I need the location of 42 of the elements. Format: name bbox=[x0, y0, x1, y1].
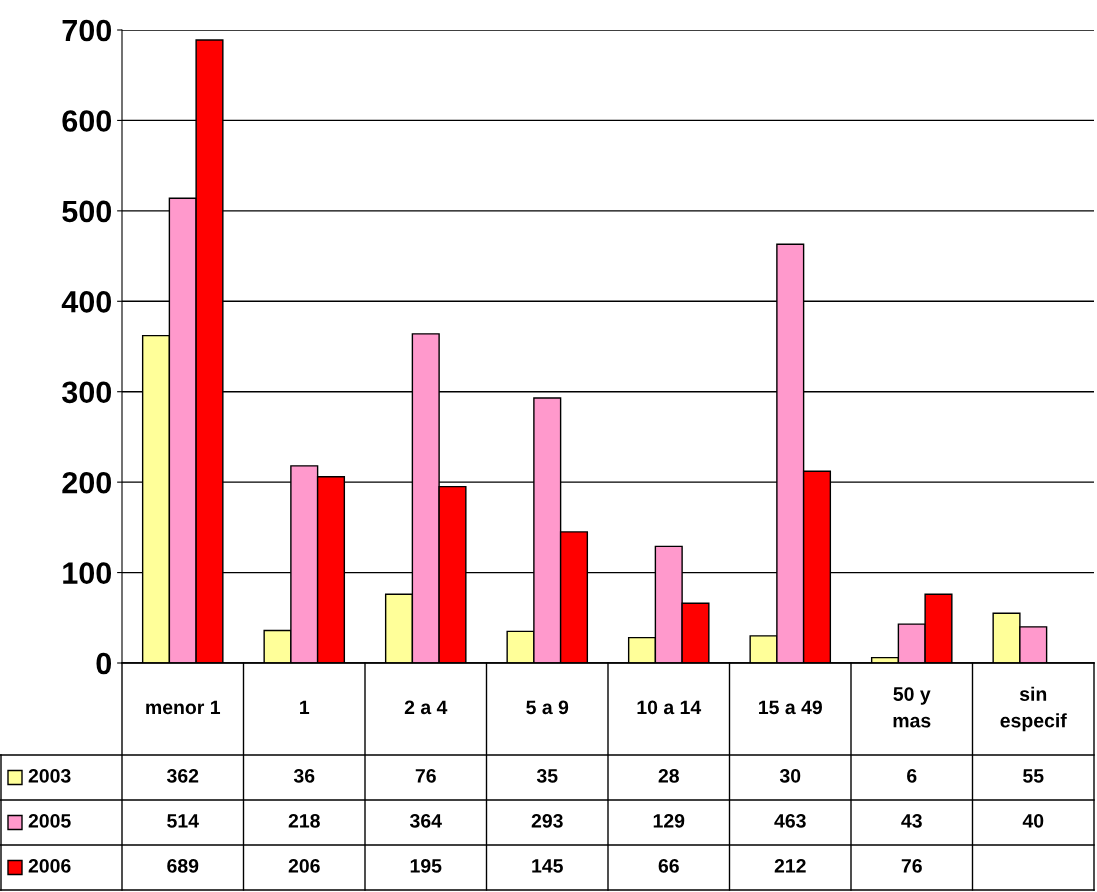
data-label: 195 bbox=[410, 858, 442, 873]
data-label: 35 bbox=[536, 768, 558, 783]
x-tick-label: 2 a 4 bbox=[404, 700, 448, 715]
data-label: 66 bbox=[658, 858, 679, 873]
data-label: 364 bbox=[409, 813, 442, 828]
data-label: 76 bbox=[415, 768, 436, 783]
legend-label: 2006 bbox=[28, 858, 71, 873]
x-tick-label: 1 bbox=[300, 700, 310, 715]
data-label: 55 bbox=[1023, 769, 1044, 783]
data-label: 206 bbox=[288, 858, 320, 873]
x-tick-label: 15 a 49 bbox=[759, 700, 822, 715]
x-tick-label: 5 a 9 bbox=[526, 700, 569, 715]
data-label: 129 bbox=[653, 813, 685, 828]
data-label: 28 bbox=[658, 768, 679, 783]
data-label: 6 bbox=[907, 768, 917, 783]
legend-label: 2003 bbox=[28, 768, 71, 783]
data-label: 76 bbox=[901, 858, 922, 873]
y-tick-label: 600 bbox=[62, 110, 112, 132]
y-tick-label: 700 bbox=[62, 19, 112, 42]
data-label: 463 bbox=[774, 813, 806, 828]
data-label: 36 bbox=[293, 768, 315, 783]
data-label: 293 bbox=[531, 813, 563, 828]
data-label: 43 bbox=[901, 813, 922, 828]
data-label: 689 bbox=[167, 858, 199, 873]
data-label: 514 bbox=[167, 814, 199, 828]
data-label: 212 bbox=[774, 858, 806, 873]
data-label: 145 bbox=[532, 859, 563, 873]
data-label: 362 bbox=[166, 768, 199, 783]
data-label: 40 bbox=[1022, 813, 1044, 828]
y-tick-label: 300 bbox=[62, 381, 112, 404]
y-tick-label: 400 bbox=[61, 291, 112, 313]
y-tick-label: 0 bbox=[96, 652, 112, 675]
x-tick-label: 50 y mas bbox=[893, 687, 931, 728]
y-tick-label: 100 bbox=[63, 562, 112, 584]
x-tick-label: menor 1 bbox=[146, 700, 221, 715]
x-tick-label: 10 a 14 bbox=[637, 700, 702, 715]
data-label: 30 bbox=[779, 768, 801, 783]
y-tick-label: 500 bbox=[62, 200, 112, 223]
legend-label: 2005 bbox=[28, 813, 71, 828]
y-tick-label: 200 bbox=[62, 471, 112, 494]
data-label: 218 bbox=[288, 813, 320, 828]
x-tick-label: sin especif bbox=[1000, 686, 1067, 732]
